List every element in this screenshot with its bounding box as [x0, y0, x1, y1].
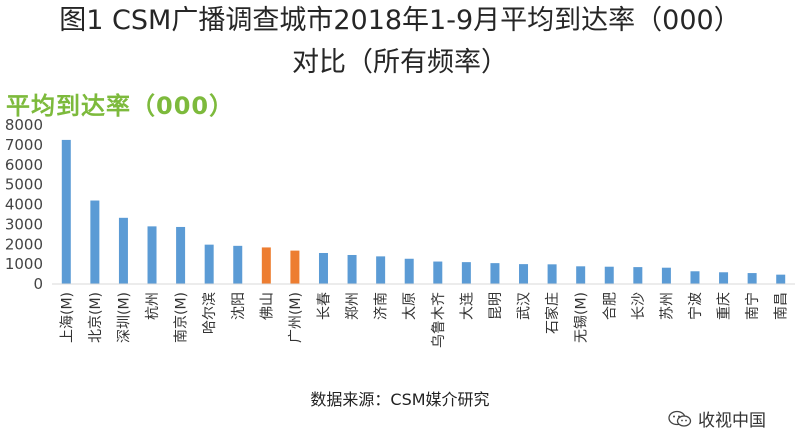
x-tick-label: 苏州: [659, 292, 675, 320]
x-tick-label: 长春: [316, 292, 332, 320]
bar: [290, 250, 300, 284]
bar: [347, 254, 357, 284]
bar: [661, 267, 671, 284]
bar: [318, 252, 328, 284]
bar: [404, 258, 414, 284]
x-tick-label: 无锡(M): [574, 292, 590, 343]
bar: [433, 261, 443, 284]
x-tick-label: 乌鲁木齐: [431, 292, 447, 348]
y-tick-label: 6000: [5, 156, 43, 174]
bar: [604, 266, 614, 284]
bar: [547, 264, 557, 284]
data-source-note: 数据来源：CSM媒介研究: [310, 390, 490, 409]
x-tick-label: 上海(M): [59, 292, 75, 343]
chart-title-line1: 图1 CSM广播调查城市2018年1-9月平均到达率（000）: [59, 5, 741, 36]
bar: [204, 244, 214, 284]
bar: [176, 226, 186, 284]
y-tick-label: 4000: [5, 196, 43, 214]
bar: [690, 271, 700, 284]
y-axis-label: 平均到达率（000）: [6, 92, 235, 120]
x-tick-label: 长沙: [631, 292, 647, 320]
x-tick-label: 沈阳: [231, 292, 247, 320]
x-tick-label: 南京(M): [174, 292, 190, 343]
y-tick-label: 1000: [5, 255, 43, 273]
x-tick-label: 大连: [459, 292, 475, 320]
bar: [90, 200, 100, 284]
y-tick-label: 8000: [5, 116, 43, 134]
x-tick-label: 合肥: [602, 292, 618, 320]
x-tick-label: 哈尔滨: [202, 292, 218, 334]
x-tick-label: 太原: [402, 292, 418, 320]
bar: [261, 247, 271, 284]
watermark: 收视中国: [668, 406, 766, 431]
chart-title-line2: 对比（所有频率）: [292, 47, 508, 78]
y-tick-label: 7000: [5, 136, 43, 154]
wechat-icon: [668, 410, 692, 427]
bar: [719, 272, 729, 284]
x-tick-label: 济南: [374, 292, 390, 320]
x-tick-label: 北京(M): [88, 292, 104, 343]
x-tick-label: 武汉: [517, 292, 533, 320]
x-axis-ticks: 上海(M) 北京(M) 深圳(M) 杭州 南京(M) 哈尔滨 沈阳 佛山 广州(M) 长春 郑州 济南…: [59, 292, 789, 348]
bar: [633, 267, 643, 284]
watermark-text: 收视中国: [698, 411, 766, 431]
bar: [376, 256, 386, 284]
bar: [576, 266, 586, 284]
x-tick-label: 杭州: [145, 292, 161, 320]
x-tick-label: 广州(M): [288, 292, 304, 343]
x-tick-label: 宁波: [687, 292, 704, 320]
bars: [61, 139, 786, 284]
bar: [233, 245, 243, 284]
bar: [747, 273, 757, 284]
bar: [519, 264, 529, 284]
bar: [118, 217, 128, 284]
bar: [61, 139, 71, 284]
bar: [776, 274, 786, 284]
x-tick-label: 佛山: [259, 292, 275, 320]
x-tick-label: 深圳(M): [116, 292, 132, 343]
bar: [461, 262, 471, 284]
y-tick-label: 5000: [5, 176, 43, 194]
x-tick-label: 昆明: [488, 292, 504, 320]
y-tick-label: 2000: [5, 235, 43, 253]
x-tick-label: 重庆: [717, 292, 733, 320]
x-tick-label: 石家庄: [544, 292, 561, 334]
x-tick-label: 郑州: [345, 292, 361, 320]
bar: [147, 226, 157, 284]
x-tick-label: 南昌: [774, 292, 790, 320]
bar: [490, 263, 500, 284]
y-tick-label: 0: [33, 275, 43, 293]
x-tick-label: 南宁: [744, 292, 761, 320]
y-tick-label: 3000: [5, 215, 43, 233]
